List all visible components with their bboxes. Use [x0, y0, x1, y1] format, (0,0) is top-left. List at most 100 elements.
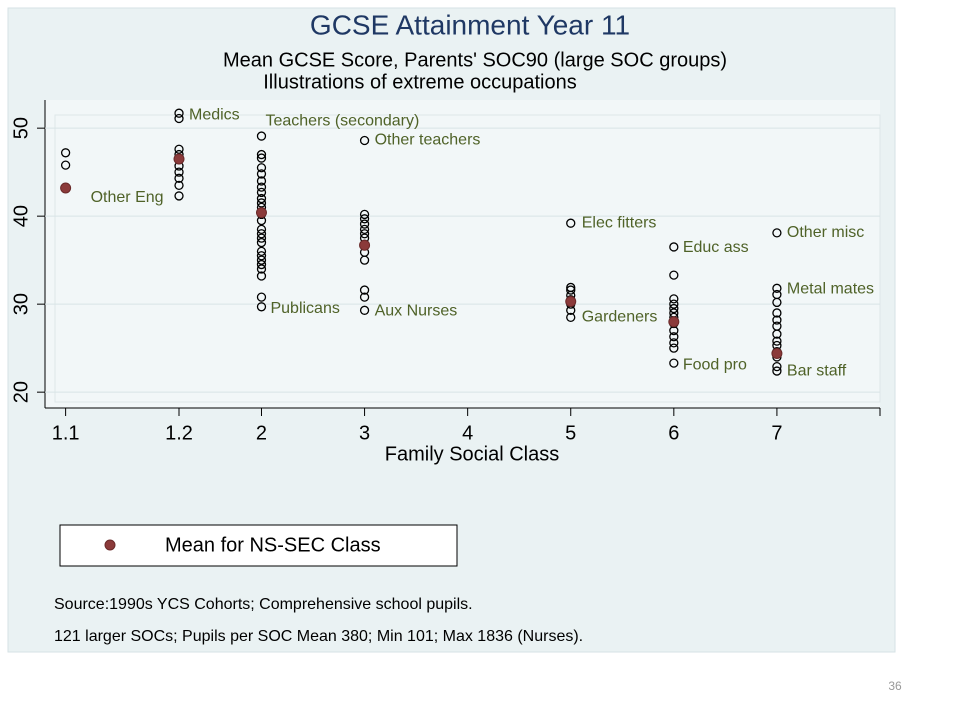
occupation-point [566, 285, 576, 295]
occupation-point [60, 148, 71, 158]
occupation-point [669, 270, 679, 280]
occupation-point [256, 187, 267, 198]
page-number: 36 [888, 679, 902, 693]
y-tick-label: 40 [10, 205, 32, 227]
occupation-point [174, 191, 184, 201]
x-tick-label: 3 [359, 422, 370, 444]
mean-point [173, 153, 185, 165]
occupation-point [772, 297, 782, 308]
occupation-point [256, 259, 267, 270]
source-note: 121 larger SOCs; Pupils per SOC Mean 380… [54, 628, 583, 645]
x-tick-label: 5 [565, 422, 576, 444]
occupation-point [174, 173, 184, 183]
y-tick-label: 50 [10, 117, 32, 139]
occupation-point [566, 218, 576, 228]
mean-point [668, 316, 680, 328]
x-tick-label: 1.1 [52, 422, 80, 444]
occupation-point [669, 299, 679, 309]
occupation-point [772, 308, 782, 318]
mean-point [255, 207, 267, 219]
occupation-point [256, 271, 267, 281]
annotation: Bar staff [787, 362, 847, 379]
plot-frame [54, 114, 881, 403]
occupation-point [772, 329, 782, 339]
x-tick-label: 1.2 [165, 422, 193, 444]
occupation-point [772, 315, 782, 325]
occupation-point [772, 336, 782, 346]
occupation-point [174, 144, 184, 154]
occupation-point [256, 131, 267, 141]
annotation: Gardeners [582, 309, 658, 326]
occupation-point [566, 312, 576, 323]
occupation-point [359, 292, 370, 302]
occupation-point [174, 180, 184, 191]
annotation: Publicans [270, 300, 339, 317]
occupation-point [256, 176, 267, 186]
occupation-point [669, 332, 679, 342]
occupation-point [256, 229, 267, 239]
occupation-point [174, 113, 184, 124]
annotation: Teachers (secondary) [265, 112, 419, 129]
occupation-point [256, 292, 267, 302]
occupation-point [256, 237, 267, 248]
x-axis-title: Family Social Class [385, 443, 559, 465]
occupation-point [174, 108, 184, 118]
x-tick-label: 4 [462, 422, 473, 444]
legend-label: Mean for NS-SEC Class [165, 534, 381, 556]
annotation: Aux Nurses [375, 303, 458, 320]
occupation-point [359, 214, 370, 224]
chart-subtitle: Illustrations of extreme occupations [263, 71, 577, 93]
annotation: Metal mates [787, 281, 874, 298]
annotation: Educ ass [683, 239, 749, 256]
occupation-point [359, 229, 370, 239]
annotation: Other Eng [91, 189, 164, 206]
occupation-point [669, 303, 679, 314]
y-tick-label: 30 [10, 293, 32, 315]
occupation-point [359, 224, 370, 235]
occupation-point [669, 358, 679, 368]
legend-marker [104, 539, 116, 551]
occupation-point [256, 255, 267, 265]
occupation-point [256, 163, 267, 173]
occupation-point [60, 160, 71, 170]
occupation-point [256, 153, 267, 163]
occupation-point [669, 242, 679, 252]
occupation-point [772, 228, 782, 238]
occupation-point [772, 361, 782, 372]
occupation-point [359, 209, 370, 220]
mean-point [771, 347, 783, 359]
occupation-point [256, 169, 267, 179]
x-tick-label: 2 [256, 422, 267, 444]
occupation-point [772, 366, 782, 376]
occupation-point [256, 224, 267, 235]
occupation-point [772, 283, 782, 293]
occupation-point [256, 246, 267, 257]
occupation-point [256, 233, 267, 243]
chart-subtitle: Mean GCSE Score, Parents' SOC90 (large S… [223, 49, 727, 71]
mean-point [565, 296, 577, 308]
y-tick-label: 20 [10, 381, 32, 403]
occupation-point [669, 294, 679, 304]
chart-title: GCSE Attainment Year 11 [310, 9, 630, 40]
occupation-point [256, 302, 267, 312]
occupation-point [256, 264, 267, 274]
occupation-point [256, 149, 267, 160]
annotation: Medics [189, 106, 240, 123]
source-note: Source:1990s YCS Cohorts; Comprehensive … [54, 596, 473, 613]
legend [59, 524, 458, 567]
plot-area [45, 100, 880, 408]
occupation-point [256, 193, 267, 204]
mean-point [60, 182, 72, 194]
annotation: Food pro [683, 356, 747, 373]
x-tick-label: 7 [771, 422, 782, 444]
annotation: Other teachers [375, 132, 481, 149]
occupation-point [359, 255, 370, 265]
occupation-point [669, 343, 679, 353]
occupation-point [359, 135, 370, 146]
occupation-point [256, 182, 267, 192]
occupation-point [359, 219, 370, 229]
x-tick-label: 6 [668, 422, 679, 444]
annotation: Other misc [787, 224, 864, 241]
occupation-point [669, 338, 679, 348]
